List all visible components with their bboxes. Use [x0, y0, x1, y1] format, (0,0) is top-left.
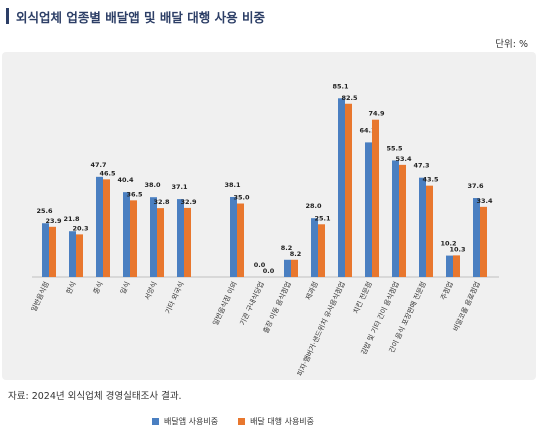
bar-agency — [291, 259, 298, 277]
data-label-app: 47.3 — [413, 162, 429, 170]
data-label-agency: 35.0 — [233, 194, 250, 202]
bar-agency — [453, 255, 460, 277]
bar-agency — [372, 119, 379, 278]
legend-item-app: 배달앱 사용비중 — [152, 416, 218, 427]
data-label-agency: 43.5 — [422, 176, 439, 184]
x-tick-label: 한식 — [64, 280, 78, 295]
x-tick-label: 출장 이동 음식점업 — [261, 280, 293, 335]
legend-swatch-agency — [238, 418, 246, 425]
bar-agency — [399, 164, 406, 277]
legend-label-agency: 배달 대행 사용비중 — [250, 417, 315, 426]
data-label-agency: 74.9 — [368, 110, 385, 118]
data-label-app: 47.7 — [90, 161, 106, 169]
legend-label-app: 배달앱 사용비중 — [164, 417, 219, 426]
unit-label: 단위: % — [495, 39, 528, 50]
data-label-app: 37.6 — [467, 182, 484, 190]
bar-app — [230, 196, 237, 277]
data-label-agency: 0.0 — [263, 267, 275, 275]
data-label-app: 40.4 — [117, 176, 134, 184]
bar-agency — [318, 224, 325, 277]
data-label-app: 28.0 — [305, 202, 322, 210]
data-label-app: 85.1 — [332, 82, 349, 90]
data-label-app: 10.2 — [440, 240, 456, 248]
x-tick-label: 중식 — [91, 280, 105, 295]
bar-app — [42, 223, 49, 277]
data-label-agency: 8.2 — [290, 250, 302, 258]
data-label-agency: 32.8 — [153, 198, 170, 206]
bar-app — [96, 176, 103, 277]
data-label-agency: 46.5 — [99, 169, 116, 177]
x-tick-label: 기관 구내식당업 — [238, 280, 266, 327]
bar-agency — [76, 234, 83, 277]
data-label-app: 38.1 — [224, 181, 241, 189]
x-tick-label: 서양식 — [142, 280, 158, 301]
bar-agency — [130, 200, 137, 277]
bar-app — [392, 160, 399, 277]
data-label-agency: 82.5 — [341, 94, 358, 102]
data-label-app: 0.0 — [254, 261, 266, 269]
data-label-app: 37.1 — [171, 183, 188, 191]
bar-agency — [237, 203, 244, 277]
x-tick-label: 일반음식점 — [29, 280, 51, 313]
x-tick-label: 치킨 전문점 — [351, 280, 374, 315]
bar-app — [338, 98, 345, 277]
data-label-agency: 10.3 — [449, 245, 465, 253]
legend-item-agency: 배달 대행 사용비중 — [238, 416, 314, 427]
bar-app — [284, 259, 291, 277]
bar-agency — [157, 208, 164, 277]
data-label-app: 55.5 — [386, 144, 403, 152]
legend: 배달앱 사용비중 배달 대행 사용비중 — [152, 416, 314, 427]
bar-agency — [103, 179, 110, 277]
x-tick-label: 비알코올 음료점업 — [451, 280, 482, 333]
bar-agency — [184, 207, 191, 277]
bar-app — [419, 177, 426, 277]
bar-agency — [480, 206, 487, 277]
x-tick-label: 기타 외국식 — [163, 280, 186, 315]
source-note: 자료: 2024년 외식업체 경영실태조사 결과. — [8, 391, 182, 402]
data-label-agency: 33.4 — [476, 197, 493, 205]
bar-agency — [49, 226, 56, 277]
x-tick-label: 일식 — [118, 280, 132, 295]
x-tick-label: 일반음식점 이외 — [211, 280, 239, 327]
x-tick-label: 피자·햄버거·샌드위치 유사음식점업 — [295, 280, 347, 377]
data-label-agency: 20.3 — [72, 224, 88, 232]
chart-panel: 25.6 23.9 일반음식점 21.8 20.3 한식 47.7 46.5 중식 40.4 36.… — [2, 52, 536, 426]
bar-app — [446, 255, 453, 277]
data-label-agency: 23.9 — [45, 217, 62, 225]
chart-title: 외식업체 업종별 배달앱 및 배달 대행 사용 비중 — [16, 10, 265, 25]
data-label-agency: 53.4 — [395, 155, 412, 163]
data-label-app: 8.2 — [281, 244, 293, 252]
data-label-app: 21.8 — [63, 215, 80, 223]
title-accent-bar — [6, 8, 9, 24]
bar-app — [123, 192, 130, 277]
data-label-agency: 25.1 — [314, 214, 331, 222]
bar-app — [473, 198, 480, 277]
data-label-app: 64.1 — [359, 126, 376, 134]
bar-app — [69, 231, 76, 277]
bar-app — [365, 142, 372, 277]
bar-app — [150, 197, 157, 277]
data-label-app: 38.0 — [144, 181, 161, 189]
bar-agency — [345, 103, 352, 277]
bar-app — [311, 218, 318, 277]
bar-agency — [426, 185, 433, 277]
legend-swatch-app — [152, 418, 159, 425]
data-label-agency: 36.5 — [126, 190, 143, 198]
x-tick-label: 제과점 — [303, 280, 319, 301]
data-label-agency: 32.9 — [180, 198, 197, 206]
x-tick-label: 주점업 — [439, 280, 454, 301]
bar-app — [177, 199, 184, 277]
data-label-app: 25.6 — [36, 207, 53, 215]
bar-chart: 25.6 23.9 일반음식점 21.820.3 한식 47.746.5 중식 40.4 36.… — [29, 82, 499, 377]
